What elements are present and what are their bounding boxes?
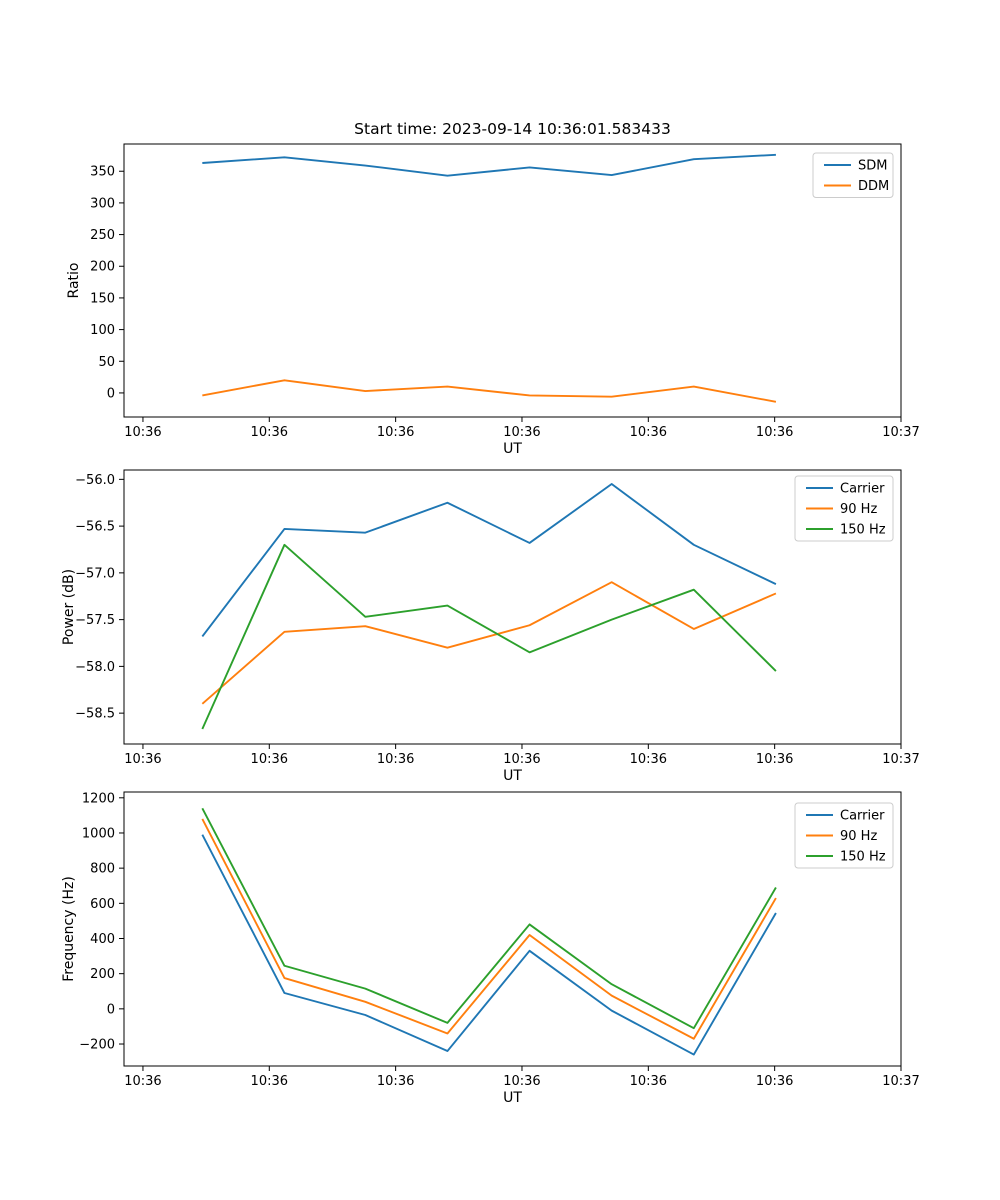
ratio-sdm-line: [202, 153, 776, 177]
frequency-carrier-line: [201, 834, 777, 1056]
power-90-hz-line: [201, 581, 777, 705]
power-subplot: 10:36 10:36 10:36 10:36 10:36 10:36 10:37 −58.5…: [75, 469, 920, 767]
y-tick-label: 1000: [82, 826, 115, 841]
y-tick-label: 0: [107, 386, 115, 401]
y-tick-label: −200: [79, 1038, 115, 1053]
y-tick-label: 800: [90, 862, 115, 877]
y-tick-label: 200: [90, 967, 115, 982]
x-tick-label: 10:36: [503, 752, 540, 767]
x-tick-label: 10:36: [756, 1074, 793, 1089]
power-ylabel: Power (dB): [61, 569, 77, 645]
x-tick-label: 10:36: [756, 425, 793, 440]
x-tick-label: 10:36: [630, 425, 667, 440]
power-150-hz-line: [201, 543, 777, 730]
x-tick-label: 10:37: [882, 425, 919, 440]
power-carrier-line: [201, 483, 777, 638]
legend-label: 150 Hz: [840, 850, 886, 865]
x-tick-label: 10:36: [251, 1074, 288, 1089]
x-tick-label: 10:36: [756, 752, 793, 767]
x-tick-label: 10:36: [377, 425, 414, 440]
ratio-ddm-line: [202, 379, 777, 403]
x-tick-label: 10:36: [630, 752, 667, 767]
x-tick-label: 10:37: [882, 752, 919, 767]
y-tick-label: 350: [90, 165, 115, 180]
frequency-subplot: 10:36 10:36 10:36 10:36 10:36 10:36 10:37 −200 0…: [79, 791, 919, 1089]
ratio-xlabel: UT: [503, 441, 522, 457]
legend: [794, 475, 894, 542]
x-tick-label: 10:36: [630, 1074, 667, 1089]
power-xlabel: UT: [503, 768, 522, 784]
legend-label: DDM: [858, 179, 889, 194]
x-tick-label: 10:36: [503, 1074, 540, 1089]
y-tick-label: 50: [98, 355, 115, 370]
frequency-ylabel: Frequency (Hz): [61, 876, 77, 982]
x-tick-label: 10:36: [251, 752, 288, 767]
legend: [794, 802, 894, 869]
x-tick-label: 10:36: [251, 425, 288, 440]
y-tick-label: 150: [90, 291, 115, 306]
y-tick-label: −57.0: [75, 566, 115, 581]
y-tick-label: 600: [90, 897, 115, 912]
frequency-xlabel: UT: [503, 1090, 522, 1106]
frequency-150-hz-line: [201, 807, 777, 1030]
axes-frame: [123, 791, 902, 1067]
y-tick-label: 400: [90, 932, 115, 947]
y-tick-label: 0: [107, 1002, 115, 1017]
y-tick-label: −56.5: [75, 520, 115, 535]
legend-label: Carrier: [840, 809, 885, 824]
x-tick-label: 10:36: [124, 752, 161, 767]
x-tick-label: 10:36: [377, 1074, 414, 1089]
legend-label: 90 Hz: [840, 829, 877, 844]
y-tick-label: 100: [90, 323, 115, 338]
y-tick-label: 250: [90, 228, 115, 243]
y-tick-label: −58.0: [75, 660, 115, 675]
legend-label: Carrier: [840, 482, 885, 497]
y-tick-label: 1200: [82, 791, 115, 806]
axes-frame: [123, 143, 902, 418]
figure-title: Start time: 2023-09-14 10:36:01.583433: [354, 120, 671, 138]
x-tick-label: 10:36: [124, 425, 161, 440]
axes-frame: [123, 469, 902, 745]
ratio-subplot: 10:36 10:36 10:36 10:36 10:36 10:36 10:37 0 50 10…: [90, 143, 920, 440]
legend-label: 150 Hz: [840, 523, 886, 538]
ratio-ylabel: Ratio: [66, 263, 82, 299]
y-tick-label: −56.0: [75, 473, 115, 488]
x-tick-label: 10:36: [377, 752, 414, 767]
y-tick-label: 300: [90, 196, 115, 211]
y-tick-label: −57.5: [75, 613, 115, 628]
y-tick-label: 200: [90, 260, 115, 275]
legend-label: SDM: [858, 159, 887, 174]
x-tick-label: 10:37: [882, 1074, 919, 1089]
frequency-90-hz-line: [201, 818, 777, 1040]
y-tick-label: −58.5: [75, 707, 115, 722]
x-tick-label: 10:36: [503, 425, 540, 440]
x-tick-label: 10:36: [124, 1074, 161, 1089]
legend-label: 90 Hz: [840, 502, 877, 517]
